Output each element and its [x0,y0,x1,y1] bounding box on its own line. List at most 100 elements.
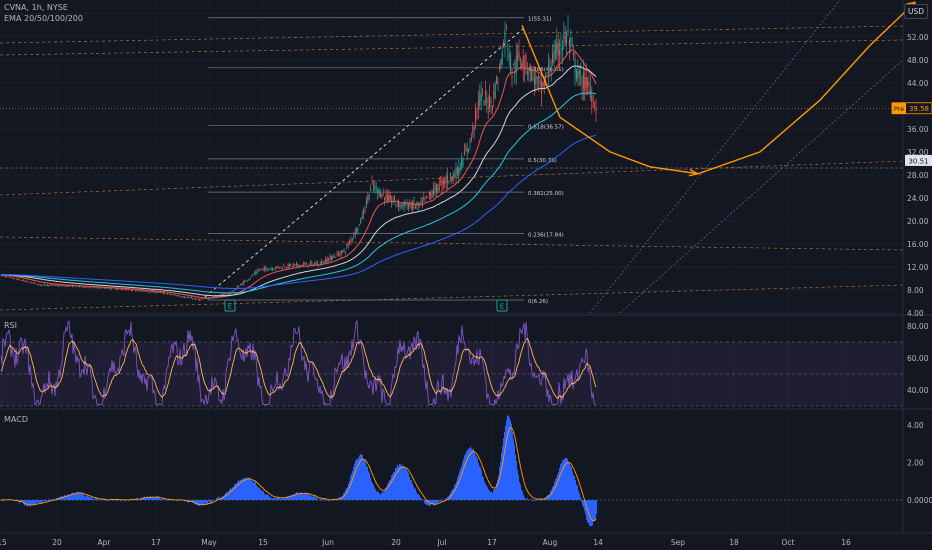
trend-line[interactable] [589,0,841,314]
candle-body [274,267,276,269]
candle-body [77,286,79,287]
candle-body [293,264,295,266]
candle-body [546,75,548,77]
macd-histogram-bar [359,455,360,501]
candle-body [225,293,227,295]
rsi-tick-label: 40.00 [907,386,929,395]
candle-body [125,288,127,290]
macd-histogram-bar [485,483,486,501]
candle-body [543,76,545,88]
earnings-marker[interactable] [496,299,508,312]
candle-body [386,194,388,201]
macd-histogram-bar [532,500,533,501]
ema50-line[interactable] [0,65,597,297]
macd-histogram-bar [440,500,441,502]
candle-body [356,228,358,234]
macd-histogram-bar [562,460,563,501]
price-axis[interactable]: 56.0052.0048.0044.0040.0036.0032.0028.00… [891,10,932,505]
candle-body [309,262,311,264]
rsi-line[interactable] [0,319,596,406]
macd-histogram-bar [208,500,209,502]
candle-body [314,263,316,265]
macd-histogram-bar [27,500,28,507]
macd-histogram-bar [98,498,99,501]
macd-histogram-bar [363,458,364,501]
macd-histogram-bar [289,496,290,501]
macd-histogram-bar [275,498,276,501]
rsi-pane[interactable] [0,319,903,407]
candle-body [11,277,13,279]
macd-histogram-bar [61,496,62,501]
candle-body [531,70,533,82]
macd-histogram-bar [391,475,392,501]
candle-body [442,180,444,185]
currency-button[interactable]: USD [904,4,928,19]
candle-body [137,291,139,292]
candle-body [10,277,12,278]
macd-histogram-bar [393,472,394,501]
ema100-line[interactable] [0,92,597,294]
ema200-line[interactable] [0,134,597,289]
macd-histogram-bar [558,472,559,501]
trend-line[interactable] [0,236,904,251]
macd-pane[interactable] [0,415,903,527]
candle-body [342,250,344,252]
macd-histogram-bar [378,491,379,501]
candle-body [440,181,442,182]
trend-line[interactable] [0,25,904,44]
candle-body [200,298,202,300]
macd-histogram-bar [347,487,348,501]
candle-body [3,275,5,277]
candle-body [20,280,22,281]
macd-histogram-bar [427,500,428,506]
macd-histogram-bar [31,500,32,505]
earnings-marker-label: E [500,303,504,311]
candle-body [507,48,509,50]
earnings-marker[interactable] [224,299,236,312]
macd-histogram-bar [273,497,274,501]
macd-histogram-bar [328,500,329,501]
time-axis[interactable]: 15 20 Apr 17 May 15 Jun 20 Jul 17 Aug 14 Sep 18 Oct 16 [0,538,851,547]
macd-histogram-bar [206,500,207,505]
macd-histogram-bar [125,500,126,501]
candle-body [594,102,596,104]
candle-body [228,293,230,295]
macd-histogram-bar [422,498,423,501]
macd-histogram-bar [43,500,44,502]
ema20-line[interactable] [0,49,597,299]
candle-body [57,285,59,287]
macd-histogram-bar [193,500,194,503]
trend-line[interactable] [619,59,904,314]
candle-body [48,285,50,286]
macd-histogram-bar [157,495,158,501]
trend-line[interactable] [0,284,904,311]
candle-body [491,106,493,110]
macd-histogram-bar [511,423,512,501]
macd-histogram-bar [402,466,403,501]
candle-body [162,292,164,294]
price-pane[interactable]: 1(55.31) 0.786(46.61) 0.618(36.57) 0.5(30.7… [0,0,916,314]
macd-histogram-bar [367,466,368,501]
macd-histogram-bar [563,459,564,501]
macd-histogram-bar [42,500,43,502]
macd-histogram-bar [20,500,21,502]
rsi-ma-line[interactable] [0,337,597,400]
earnings-marker-label: E [228,303,232,311]
macd-histogram-bar [107,500,108,501]
macd-histogram-bar [454,485,455,501]
macd-histogram-bar [467,450,468,501]
macd-histogram-bar [455,483,456,501]
candle-body [400,204,402,207]
candle-body [322,262,324,264]
macd-histogram-bar [342,496,343,501]
trend-line[interactable] [0,39,904,56]
macd-histogram-bar [37,500,38,503]
candle-body [35,283,37,285]
candle-body [181,296,183,298]
time-tick-label: 20 [391,538,401,547]
macd-signal-line[interactable] [0,426,597,521]
candle-body [357,229,359,231]
ema-legend[interactable]: EMA 20/50/100/200 [4,14,83,23]
macd-histogram-bar [468,448,469,501]
